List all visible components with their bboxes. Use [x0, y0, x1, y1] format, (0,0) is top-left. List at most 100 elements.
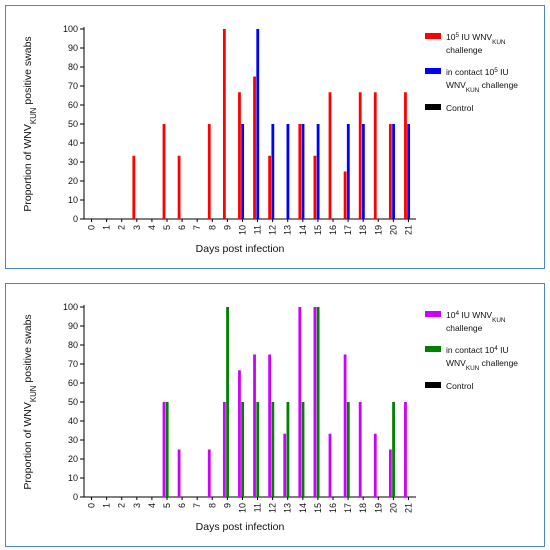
- x-tick-label: 7: [192, 503, 202, 508]
- bar-104-iu-wnvkun-challenge-day-15: [313, 307, 317, 497]
- bar-104-iu-wnvkun-challenge-day-9: [222, 402, 226, 497]
- bar-104-iu-wnvkun-challenge-day-18: [358, 402, 362, 497]
- text-run: Control: [446, 103, 474, 113]
- bar-in-contact-104-iu-wnvkun-challenge-day-9: [226, 307, 229, 497]
- bar-in-contact-104-iu-wnvkun-challenge-day-15: [316, 307, 320, 497]
- legend-label: challenge: [446, 45, 483, 55]
- bar-in-contact-104-iu-wnvkun-challenge-day-14: [301, 402, 305, 497]
- y-tick-label: 50: [68, 119, 78, 129]
- x-tick-label: 0: [87, 503, 97, 508]
- x-tick-label: 13: [283, 503, 293, 513]
- y-tick-label: 70: [68, 359, 78, 369]
- x-tick-label: 1: [102, 225, 112, 230]
- bar-in-contact-105-iu-wnvkun-challenge-day-12: [271, 124, 275, 219]
- legend-label: WNVKUN challenge: [446, 358, 518, 372]
- x-tick-label: 15: [313, 503, 323, 513]
- bar-in-contact-105-iu-wnvkun-challenge-day-20: [392, 124, 395, 219]
- x-tick-label: 12: [268, 503, 278, 513]
- bar-104-iu-wnvkun-challenge-day-12: [268, 354, 272, 497]
- y-tick-label: 60: [68, 100, 78, 110]
- text-run: KUN: [29, 385, 38, 402]
- bar-in-contact-105-iu-wnvkun-challenge-day-14: [301, 124, 305, 219]
- x-tick-label: 16: [328, 503, 338, 513]
- chart-panel-top: 0 10 20 30 40 50 60 70 80 90 100 0 1 2 3 4 5 6 7 8 9 10 11 12 13…: [5, 5, 545, 269]
- bar-105-iu-wnvkun-challenge-day-16: [328, 92, 332, 219]
- x-tick-label: 17: [343, 225, 353, 235]
- y-tick-label: 20: [68, 176, 78, 186]
- bar-105-iu-wnvkun-challenge-day-11: [253, 76, 256, 219]
- y-tick-label: 10: [68, 473, 78, 483]
- y-tick-label: 30: [68, 157, 78, 167]
- bar-104-iu-wnvkun-challenge-day-17: [343, 354, 347, 497]
- x-tick-label: 16: [328, 225, 338, 235]
- x-tick-label: 11: [253, 225, 263, 234]
- legend-label: challenge: [446, 323, 483, 333]
- bar-104-iu-wnvkun-challenge-day-20: [388, 449, 392, 497]
- text-run: WNV: [446, 358, 466, 368]
- bar-in-contact-105-iu-wnvkun-challenge-day-21: [407, 124, 411, 219]
- x-tick-label: 19: [373, 225, 383, 235]
- x-tick-label: 14: [298, 225, 308, 235]
- x-tick-label: 20: [388, 225, 398, 235]
- x-tick-label: 21: [403, 225, 413, 235]
- bar-in-contact-105-iu-wnvkun-challenge-day-18: [361, 124, 365, 219]
- legend-label: Control: [446, 381, 474, 391]
- bar-in-contact-104-iu-wnvkun-challenge-day-13: [286, 402, 290, 497]
- bar-104-iu-wnvkun-challenge-day-19: [373, 433, 377, 497]
- text-run: 4: [494, 345, 498, 352]
- bar-in-contact-104-iu-wnvkun-challenge-day-5: [165, 402, 169, 497]
- text-run: WNV: [446, 80, 466, 90]
- bar-104-iu-wnvkun-challenge-day-6: [177, 449, 181, 497]
- y-tick-label: 0: [73, 214, 78, 224]
- x-tick-label: 19: [373, 503, 383, 513]
- text-run: Control: [446, 381, 474, 391]
- bar-in-contact-104-iu-wnvkun-challenge-day-20: [392, 402, 395, 497]
- bar-in-contact-104-iu-wnvkun-challenge-day-10: [241, 402, 245, 497]
- text-run: Proportion of WNV: [22, 124, 34, 212]
- x-tick-label: 0: [87, 225, 97, 230]
- text-run: IU WNV: [459, 310, 492, 320]
- x-tick-label: 2: [117, 503, 127, 508]
- legend-swatch: [425, 311, 441, 317]
- x-tick-label: 2: [117, 225, 127, 230]
- bar-105-iu-wnvkun-challenge-day-12: [268, 155, 272, 219]
- text-run: in contact 10: [446, 345, 494, 355]
- legend-swatch: [425, 382, 441, 388]
- bar-105-iu-wnvkun-challenge-day-9: [222, 29, 226, 219]
- text-run: 10: [446, 310, 456, 320]
- x-tick-label: 20: [388, 503, 398, 513]
- y-tick-label: 80: [68, 62, 78, 72]
- x-tick-label: 9: [222, 503, 232, 508]
- text-run: KUN: [492, 39, 506, 46]
- legend-swatch: [425, 33, 441, 39]
- y-axis-title: Proportion of WNVKUN positive swabs: [22, 36, 38, 211]
- bar-104-iu-wnvkun-challenge-day-16: [328, 433, 332, 497]
- y-tick-label: 40: [68, 416, 78, 426]
- y-tick-label: 10: [68, 195, 78, 205]
- bar-104-iu-wnvkun-challenge-day-5: [162, 402, 166, 497]
- text-run: IU: [498, 67, 509, 77]
- x-tick-label: 12: [268, 225, 278, 235]
- x-tick-label: 11: [253, 503, 263, 512]
- x-tick-label: 10: [237, 225, 247, 235]
- x-tick-label: 6: [177, 225, 187, 230]
- bar-105-iu-wnvkun-challenge-day-18: [358, 92, 362, 219]
- y-tick-label: 100: [63, 302, 78, 312]
- x-tick-label: 14: [298, 503, 308, 513]
- x-tick-label: 4: [147, 503, 157, 508]
- x-tick-label: 4: [147, 225, 157, 230]
- legend-swatch: [425, 104, 441, 110]
- y-tick-label: 60: [68, 378, 78, 388]
- bar-104-iu-wnvkun-challenge-day-11: [253, 354, 256, 497]
- x-tick-label: 17: [343, 503, 353, 513]
- x-tick-label: 13: [283, 225, 293, 235]
- y-tick-label: 70: [68, 81, 78, 91]
- bar-in-contact-105-iu-wnvkun-challenge-day-17: [346, 124, 350, 219]
- text-run: positive swabs: [22, 36, 34, 107]
- bar-in-contact-104-iu-wnvkun-challenge-day-17: [346, 402, 350, 497]
- x-tick-label: 8: [207, 225, 217, 230]
- legend-swatch: [425, 68, 441, 74]
- text-run: Proportion of WNV: [22, 402, 34, 490]
